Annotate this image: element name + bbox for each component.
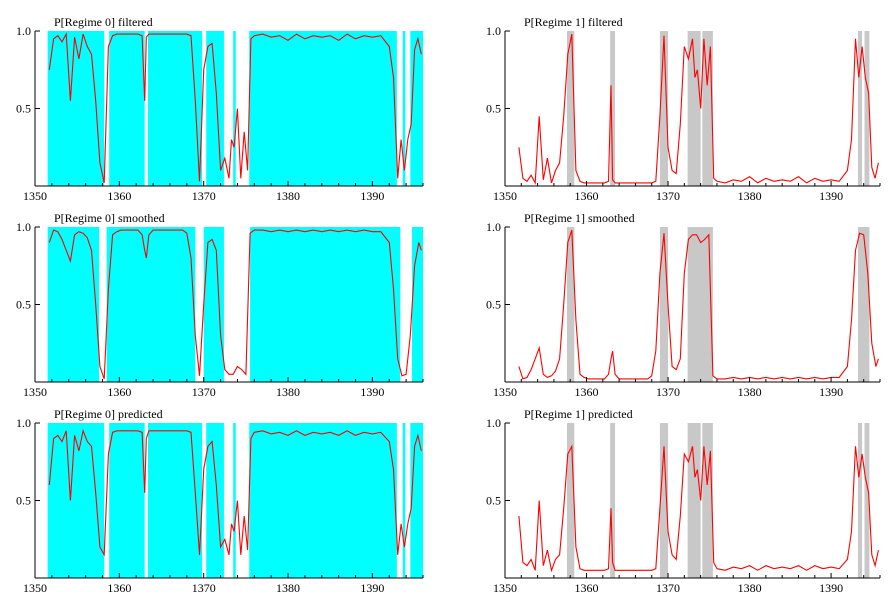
- regime-span: [233, 31, 236, 186]
- regime-span: [106, 227, 196, 382]
- regime-span: [206, 423, 224, 578]
- x-tick-label: 1390: [819, 385, 843, 399]
- regime-span: [659, 227, 669, 382]
- probability-line: [518, 444, 879, 573]
- regime-span: [857, 423, 863, 578]
- x-tick-label: 1390: [819, 581, 843, 595]
- regime-span: [402, 31, 406, 186]
- x-tick-label: 1390: [360, 385, 384, 399]
- regime-span: [402, 423, 406, 578]
- regime-span: [233, 423, 236, 578]
- regime-span: [659, 423, 669, 578]
- x-tick-label: 1350: [493, 581, 517, 595]
- x-tick-label: 1360: [575, 189, 599, 203]
- regime-span: [109, 31, 145, 186]
- chart-panel-4: 0.5 1.0 1350 1360 1370 1380 1390 P[Regime 1] sm…: [486, 211, 881, 399]
- x-tick-label: 1360: [107, 385, 131, 399]
- regime-span: [857, 31, 863, 186]
- chart-panel-3: 0.5 1.0 1350 1360 1370 1380 1390 P[Regime 0] sm…: [16, 211, 424, 399]
- chart-title: P[Regime 0] filtered: [54, 15, 153, 29]
- regime-span: [410, 423, 423, 578]
- regime-span: [659, 31, 669, 186]
- x-tick-label: 1370: [192, 189, 216, 203]
- y-tick-label: 1.0: [16, 24, 31, 38]
- regime-span: [148, 423, 203, 578]
- regime-span: [864, 31, 870, 186]
- x-tick-label: 1380: [738, 385, 762, 399]
- x-tick-label: 1370: [656, 189, 680, 203]
- y-tick-label: 0.5: [486, 102, 501, 116]
- y-tick-label: 0.5: [16, 298, 31, 312]
- regime-span: [610, 423, 616, 578]
- chart-title: P[Regime 0] smoothed: [54, 211, 165, 225]
- probability-line: [48, 229, 422, 380]
- y-tick-label: 0.5: [486, 298, 501, 312]
- regime-span: [864, 423, 870, 578]
- chart-title: P[Regime 1] smoothed: [524, 211, 635, 225]
- chart-panel-2: 0.5 1.0 1350 1360 1370 1380 1390 P[Regime 1] fi…: [486, 15, 881, 203]
- y-tick-label: 1.0: [486, 220, 501, 234]
- x-tick-label: 1380: [738, 581, 762, 595]
- regime-span: [249, 31, 397, 186]
- regime-span: [610, 31, 616, 186]
- y-tick-label: 1.0: [16, 416, 31, 430]
- regime-span: [250, 227, 401, 382]
- chart-title: P[Regime 1] predicted: [524, 407, 633, 421]
- x-tick-label: 1350: [23, 581, 47, 595]
- chart-panel-6: 0.5 1.0 1350 1360 1370 1380 1390 P[Regime 1] pr…: [486, 407, 881, 595]
- probability-line: [48, 32, 422, 184]
- regime-span: [412, 227, 423, 382]
- x-tick-label: 1390: [819, 189, 843, 203]
- x-tick-label: 1350: [23, 385, 47, 399]
- y-tick-label: 1.0: [486, 24, 501, 38]
- regime-span: [249, 423, 397, 578]
- chart-panel-1: 0.5 1.0 1350 1360 1370 1380 1390 P[Regime 0] fi…: [16, 15, 424, 203]
- regime-span: [47, 423, 105, 578]
- x-tick-label: 1370: [192, 385, 216, 399]
- x-tick-label: 1360: [107, 189, 131, 203]
- regime-span: [702, 423, 713, 578]
- x-tick-label: 1370: [656, 581, 680, 595]
- regime-span: [857, 227, 870, 382]
- x-tick-label: 1380: [276, 189, 300, 203]
- y-tick-label: 1.0: [486, 416, 501, 430]
- regime-span: [687, 423, 701, 578]
- x-tick-label: 1370: [656, 385, 680, 399]
- x-tick-label: 1380: [738, 189, 762, 203]
- chart-panel-5: 0.5 1.0 1350 1360 1370 1380 1390 P[Regime 0] pr…: [16, 407, 424, 595]
- probability-line: [518, 229, 879, 380]
- regime-span: [566, 227, 575, 382]
- regime-span: [687, 227, 713, 382]
- regime-span: [566, 31, 575, 186]
- x-tick-label: 1380: [276, 385, 300, 399]
- x-tick-label: 1380: [276, 581, 300, 595]
- y-tick-label: 0.5: [16, 494, 31, 508]
- x-tick-label: 1390: [360, 189, 384, 203]
- regime-span: [47, 227, 100, 382]
- y-tick-label: 1.0: [16, 220, 31, 234]
- x-tick-label: 1360: [575, 385, 599, 399]
- regime-span: [109, 423, 145, 578]
- x-tick-label: 1350: [493, 385, 517, 399]
- y-tick-label: 0.5: [486, 494, 501, 508]
- chart-title: P[Regime 1] filtered: [524, 15, 623, 29]
- x-tick-label: 1370: [192, 581, 216, 595]
- regime-span: [47, 31, 105, 186]
- x-tick-label: 1360: [575, 581, 599, 595]
- x-tick-label: 1350: [23, 189, 47, 203]
- regime-span: [206, 31, 224, 186]
- x-tick-label: 1350: [493, 189, 517, 203]
- regime-span: [566, 423, 575, 578]
- probability-line: [518, 33, 879, 185]
- chart-title: P[Regime 0] predicted: [54, 407, 163, 421]
- x-tick-label: 1360: [107, 581, 131, 595]
- regime-span: [148, 31, 203, 186]
- probability-line: [48, 428, 422, 557]
- x-tick-label: 1390: [360, 581, 384, 595]
- regime-span: [203, 227, 224, 382]
- y-tick-label: 0.5: [16, 102, 31, 116]
- regime-span: [702, 31, 713, 186]
